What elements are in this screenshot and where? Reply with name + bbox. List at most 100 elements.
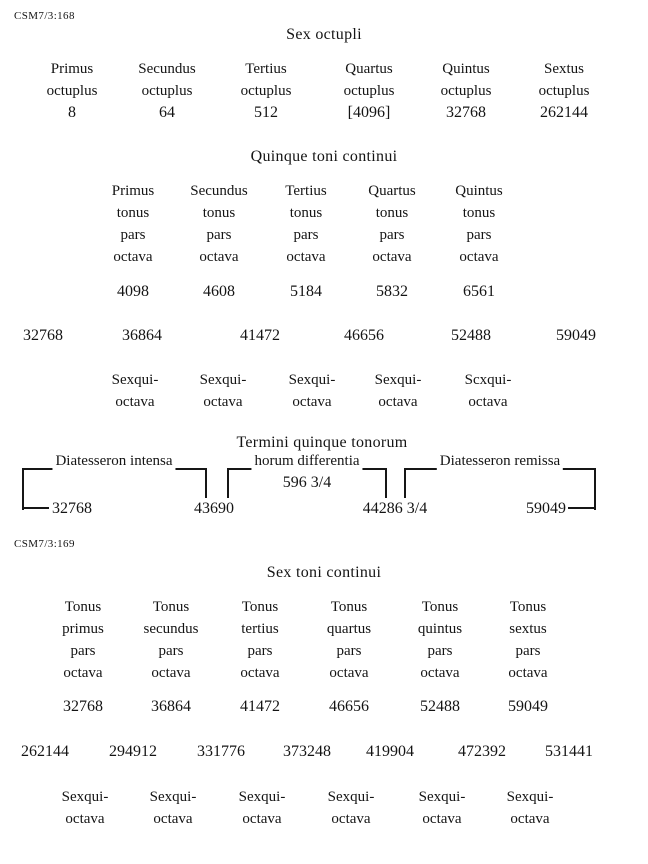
- middle-bracket-right-vline: [385, 468, 387, 498]
- column-value: 32768: [446, 104, 486, 121]
- left-bracket-bottom-dash: [23, 507, 49, 509]
- left-bracket-outer-vline: [22, 468, 24, 510]
- tonus-column: Tonus primus pars octava: [62, 599, 104, 681]
- pars-octava-value: 4098: [117, 283, 149, 300]
- section-title-sex-toni: Sex toni continui: [266, 564, 382, 581]
- column-value: 64: [159, 104, 175, 121]
- pars-octava-value: 6561: [463, 283, 495, 300]
- column-label: tonus: [375, 205, 409, 221]
- terminus-value: 44286 3/4: [362, 500, 428, 517]
- edition-ref-168: CSM7/3:168: [14, 10, 75, 22]
- column-label: pars: [466, 227, 492, 243]
- ratio-label: Sexqui- octava: [111, 372, 159, 410]
- pars-octava-value: 41472: [240, 698, 280, 715]
- tonus-column: Tonus quartus pars octava: [326, 599, 372, 681]
- octuplus-column: Quintus octuplus 32768: [441, 58, 492, 124]
- horum-differentia-label: horum differentia: [251, 453, 363, 470]
- difference-value: 596 3/4: [282, 474, 332, 491]
- column-label: octava: [199, 249, 239, 265]
- tone-boundary-value: 419904: [366, 743, 414, 760]
- column-label: Primus: [111, 183, 155, 199]
- column-label: octuplus: [240, 83, 292, 99]
- pars-octava-value: 52488: [420, 698, 460, 715]
- pars-octava-value: 4608: [203, 283, 235, 300]
- column-label: tonus: [202, 205, 236, 221]
- pars-octava-value: 59049: [508, 698, 548, 715]
- column-label: Sextus: [543, 61, 584, 77]
- middle-bracket-left-vline: [227, 468, 229, 498]
- octuplus-column: Tertius octuplus 512: [241, 58, 292, 124]
- column-label: Tertius: [245, 61, 287, 77]
- column-label: tonus: [462, 205, 496, 221]
- right-bracket-inner-vline: [404, 468, 406, 498]
- ratio-label: Sexqui- octava: [506, 789, 554, 827]
- column-label: octuplus: [538, 83, 590, 99]
- diatesseron-intensa-label: Diatesseron intensa: [52, 453, 176, 470]
- terminus-value: 59049: [526, 500, 566, 517]
- terminus-value: 32768: [52, 500, 92, 517]
- column-label: Primus: [50, 61, 94, 77]
- boundary-value: 36864: [122, 327, 162, 344]
- boundary-value: 52488: [451, 327, 491, 344]
- section-title-sex-octupli: Sex octupli: [286, 26, 362, 43]
- boundary-value: 41472: [240, 327, 280, 344]
- ratio-label: Sexqui- octava: [288, 372, 336, 410]
- column-label: tonus: [116, 205, 150, 221]
- tonus-column: Tonus secundus pars octava: [143, 599, 199, 681]
- tone-boundary-value: 331776: [197, 743, 245, 760]
- tone-boundary-value: 472392: [458, 743, 506, 760]
- column-label: pars: [206, 227, 232, 243]
- tonus-column: Primus tonus pars octava: [112, 180, 155, 268]
- column-label: pars: [120, 227, 146, 243]
- column-label: Quintus: [455, 183, 503, 199]
- column-label: Secundus: [190, 183, 248, 199]
- section-title-quinque-toni: Quinque toni continui: [250, 148, 398, 165]
- terminus-value: 43690: [194, 500, 234, 517]
- ratio-label: Sexqui- octava: [61, 789, 109, 827]
- tonus-column: Quartus tonus pars octava: [368, 180, 416, 268]
- pars-octava-value: 5832: [376, 283, 408, 300]
- column-value: 8: [68, 104, 76, 121]
- edition-ref-169: CSM7/3:169: [14, 538, 75, 550]
- section-title-termini: Termini quinque tonorum: [236, 434, 408, 451]
- column-value: [4096]: [347, 104, 391, 121]
- ratio-label: Sexqui- octava: [149, 789, 197, 827]
- ratio-label: Sexqui- octava: [374, 372, 422, 410]
- column-label: octuplus: [343, 83, 395, 99]
- column-label: Quartus: [345, 61, 393, 77]
- right-bracket-bottom-dash: [568, 507, 594, 509]
- pars-octava-value: 46656: [329, 698, 369, 715]
- column-label: Quartus: [368, 183, 416, 199]
- ratio-label: Sexqui- octava: [327, 789, 375, 827]
- column-value: 512: [254, 104, 278, 121]
- tonus-column: Tonus tertius pars octava: [240, 599, 280, 681]
- ratio-label: Sexqui- octava: [199, 372, 247, 410]
- left-bracket-inner-vline: [205, 468, 207, 498]
- ratio-label: Sexqui- octava: [418, 789, 466, 827]
- column-label: Tertius: [285, 183, 327, 199]
- column-label: octuplus: [440, 83, 492, 99]
- right-bracket-outer-vline: [594, 468, 596, 510]
- column-label: pars: [293, 227, 319, 243]
- tonus-column: Quintus tonus pars octava: [455, 180, 503, 268]
- column-label: Secundus: [138, 61, 196, 77]
- tone-boundary-value: 294912: [109, 743, 157, 760]
- diatesseron-remissa-label: Diatesseron remissa: [436, 453, 564, 470]
- boundary-value: 59049: [556, 327, 596, 344]
- column-label: pars: [379, 227, 405, 243]
- tonus-column: Tonus sextus pars octava: [508, 599, 548, 681]
- column-label: octuplus: [141, 83, 193, 99]
- tone-boundary-value: 531441: [545, 743, 593, 760]
- pars-octava-value: 5184: [290, 283, 322, 300]
- tonus-column: Tertius tonus pars octava: [285, 180, 326, 268]
- pars-octava-value: 32768: [63, 698, 103, 715]
- tonus-column: Secundus tonus pars octava: [190, 180, 248, 268]
- tone-boundary-value: 373248: [283, 743, 331, 760]
- column-label: Quintus: [442, 61, 490, 77]
- octuplus-column: Quartus octuplus [4096]: [344, 58, 395, 124]
- tone-boundary-value: 262144: [21, 743, 69, 760]
- column-label: octava: [372, 249, 412, 265]
- column-label: octava: [113, 249, 153, 265]
- boundary-value: 46656: [344, 327, 384, 344]
